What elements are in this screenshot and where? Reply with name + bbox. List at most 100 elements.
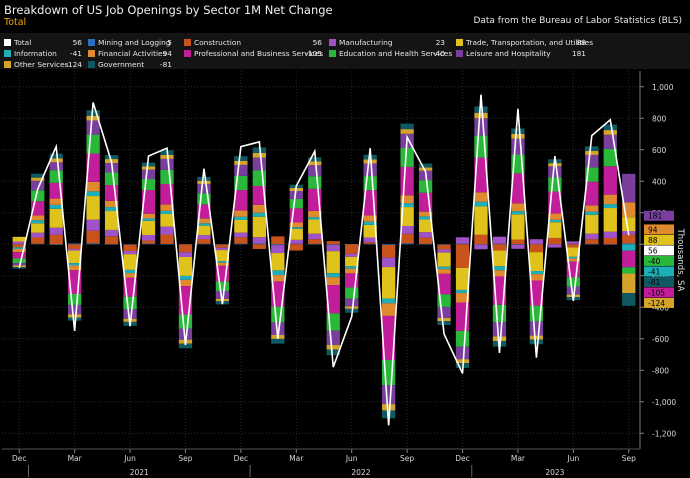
bar-segment — [160, 243, 174, 245]
bar-segment — [104, 207, 119, 212]
y-axis-label: Thousands, SA — [675, 228, 685, 292]
x-tick-label: Sep — [178, 454, 192, 463]
bar-segment — [363, 221, 377, 225]
bar-segment — [12, 243, 26, 245]
x-tick-label: Jun — [566, 454, 579, 463]
bar-segment — [123, 273, 137, 278]
legend-item[interactable]: Trade, Transportation, and Utilities 88 — [456, 37, 593, 48]
bar-segment — [437, 306, 451, 318]
bar-segment — [474, 244, 488, 245]
bar-segment — [381, 385, 396, 405]
bar-segment — [345, 253, 359, 257]
bar-segment — [308, 217, 322, 220]
legend-item[interactable]: Professional and Business Services -105 — [184, 48, 324, 59]
legend-item[interactable]: Information -41 — [4, 48, 82, 59]
bar-segment — [381, 267, 396, 299]
bar-segment — [271, 244, 285, 246]
legend: Total 56 Mining and Logging 5 Construction 56… — [0, 33, 690, 69]
chart-title: Breakdown of US Job Openings by Sector 1… — [4, 3, 333, 17]
bar-segment — [455, 244, 470, 268]
legend-label: Mining and Logging — [98, 38, 171, 47]
legend-value: 88 — [576, 38, 586, 47]
bar-segment — [622, 243, 636, 245]
bar-segment — [271, 306, 285, 323]
bar-segment — [289, 228, 303, 240]
bar-segment — [31, 232, 45, 238]
legend-item[interactable]: Construction 56 — [184, 37, 322, 48]
total-line — [18, 94, 630, 426]
bar-segment — [437, 249, 451, 253]
bar-segment — [104, 200, 119, 208]
bar-segment — [141, 240, 156, 244]
bar-segment — [511, 244, 525, 249]
bar-segment — [529, 271, 544, 275]
y-tick-label: 800 — [652, 114, 667, 123]
bar-segment — [492, 266, 507, 271]
legend-item[interactable]: Total 56 — [4, 37, 82, 48]
bar-segment — [566, 286, 581, 295]
bar-segment — [104, 229, 119, 237]
bar-segment — [308, 233, 322, 240]
bar-segment — [31, 237, 45, 244]
bar-segment — [67, 250, 82, 264]
legend-item[interactable]: Education and Health Services -40 — [329, 48, 452, 59]
legend-item[interactable]: Leisure and Hospitality 181 — [456, 48, 586, 59]
x-tick-label: Dec — [455, 454, 470, 463]
bar-segment — [31, 243, 45, 245]
year-label: 2022 — [351, 468, 370, 477]
bar-segment — [104, 155, 119, 160]
last-value-label: -124 — [648, 299, 665, 308]
bar-segment — [455, 330, 470, 347]
bar-segment — [86, 219, 100, 231]
legend-label: Professional and Business Services — [194, 49, 324, 58]
bar-segment — [67, 244, 82, 249]
bar-segment — [12, 247, 26, 249]
legend-item[interactable]: Manufacturing 23 — [329, 37, 445, 48]
bar-segment — [197, 235, 211, 240]
bar-segment — [289, 239, 303, 244]
bar-segment — [160, 154, 174, 159]
bar-segment — [271, 338, 285, 344]
bar-segment — [308, 243, 322, 245]
bar-segment — [492, 243, 507, 245]
bar-segment — [345, 306, 359, 309]
bar-segment — [49, 227, 63, 235]
bar-segment — [345, 287, 359, 299]
bar-segment — [67, 265, 82, 271]
bar-segment — [252, 185, 267, 205]
bar-segment — [326, 344, 340, 350]
legend-item[interactable]: Other Services -124 — [4, 59, 82, 70]
y-tick-label: -1,200 — [652, 429, 676, 438]
bar-segment — [289, 198, 303, 209]
bar-segment — [585, 146, 599, 152]
bar-segment — [160, 234, 174, 244]
bar-segment — [345, 256, 359, 267]
bar-segment — [437, 269, 451, 274]
bar-segment — [622, 234, 636, 244]
legend-item[interactable]: Government -81 — [88, 59, 172, 70]
bar-segment — [622, 293, 636, 306]
bar-segment — [529, 335, 544, 340]
bar-segment — [474, 118, 488, 136]
last-value-label: 56 — [648, 246, 658, 255]
bar-segment — [234, 190, 248, 211]
bar-segment — [86, 230, 100, 244]
bar-segment — [197, 193, 211, 205]
bar-segment — [49, 158, 63, 163]
last-value-tag — [644, 276, 674, 287]
bar-segment — [418, 163, 433, 168]
bar-segment — [437, 321, 451, 326]
bar-segment — [326, 241, 340, 245]
bar-segment — [12, 263, 26, 266]
bar-segment — [381, 244, 396, 246]
bar-segment — [363, 237, 377, 243]
bar-segment — [326, 244, 340, 252]
bar-segment — [104, 211, 119, 230]
bar-segment — [49, 208, 63, 228]
y-tick-label: -1,000 — [652, 398, 676, 407]
bar-segment — [123, 309, 137, 319]
legend-item[interactable]: Mining and Logging 5 — [88, 37, 172, 48]
legend-item[interactable]: Financial Activities 94 — [88, 48, 172, 59]
bar-segment — [160, 169, 174, 185]
last-value-label: 94 — [648, 225, 658, 234]
